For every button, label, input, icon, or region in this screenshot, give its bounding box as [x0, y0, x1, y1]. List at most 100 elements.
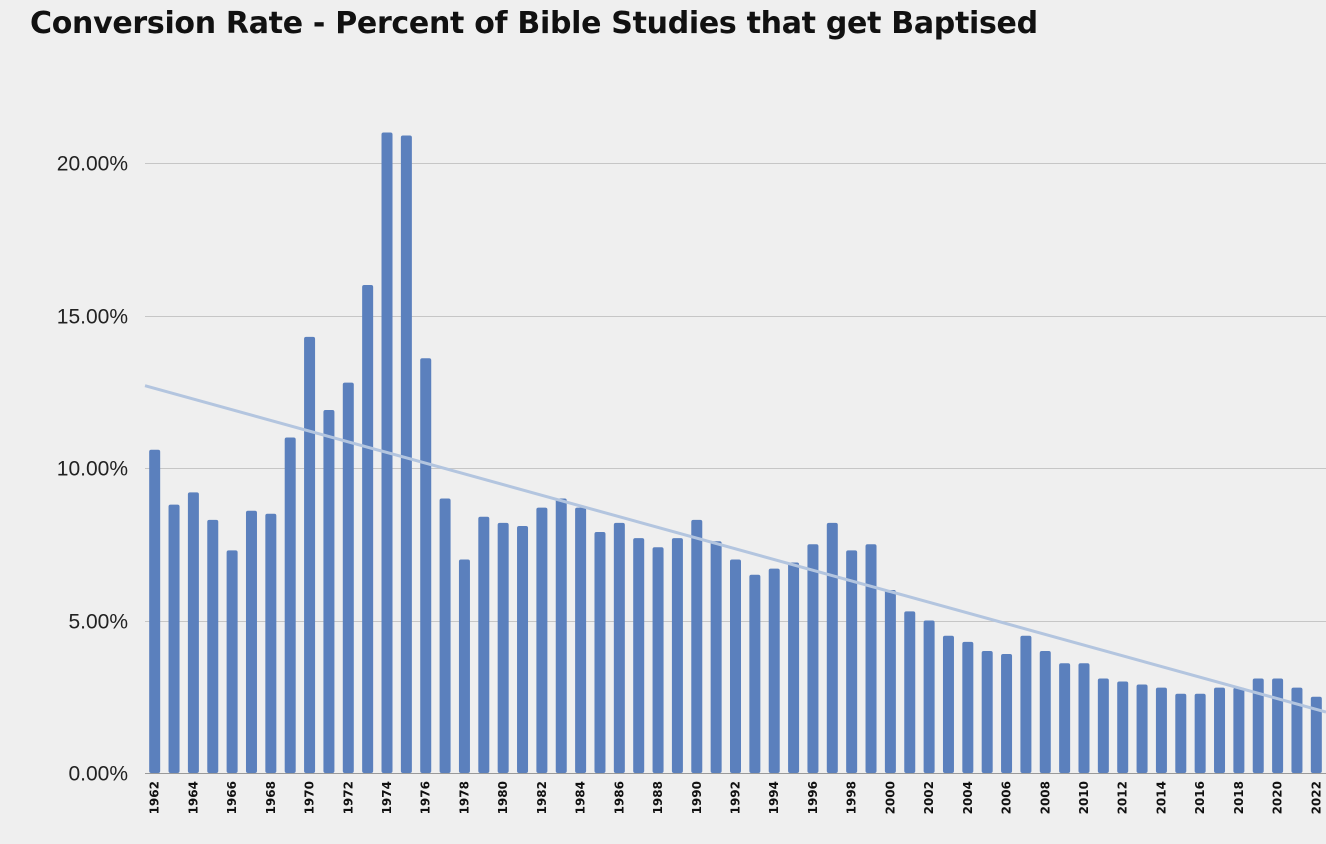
x-tick-label: 2000	[883, 781, 897, 814]
y-tick-label: 15.00%	[57, 306, 128, 329]
bar-1989	[671, 538, 683, 773]
bar-1992	[730, 559, 741, 773]
x-axis-tick-labels: 1962 1964 1966 1968 1970 1972 1974 1976 1978 1980…	[148, 781, 1324, 814]
bar-2014	[1155, 687, 1167, 773]
bar-1984	[575, 507, 587, 773]
x-tick-label: 1968	[264, 781, 278, 814]
bar-1976	[420, 358, 432, 773]
x-tick-label: 2018	[1232, 781, 1246, 814]
bar-2009	[1059, 663, 1071, 773]
x-tick-label: 2008	[1038, 781, 1052, 814]
x-tick-label: 2016	[1193, 781, 1207, 814]
bars	[149, 132, 1322, 774]
bar-1988	[652, 547, 664, 773]
x-tick-label: 1998	[845, 781, 859, 814]
chart-title: Conversion Rate - Percent of Bible Studi…	[30, 6, 1038, 41]
bar-1978	[458, 559, 470, 773]
bar-1993	[749, 574, 761, 773]
x-tick-label: 1990	[690, 781, 704, 814]
bar-2002	[923, 620, 935, 773]
bar-1986	[613, 522, 625, 773]
x-tick-label: 2010	[1077, 781, 1091, 814]
bar-1983	[555, 498, 567, 773]
bar-2022	[1310, 696, 1322, 773]
bar-2006	[1001, 654, 1013, 773]
x-tick-label: 1962	[148, 781, 162, 814]
bar-1994	[768, 568, 780, 773]
x-tick-label: 1986	[612, 781, 626, 814]
x-tick-label: 1996	[806, 781, 820, 814]
x-tick-label: 1988	[651, 781, 665, 814]
bar-1980	[497, 522, 509, 773]
bar-1995	[788, 562, 800, 773]
bar-2017	[1214, 687, 1226, 773]
x-tick-label: 2004	[961, 781, 975, 814]
x-tick-label: 2012	[1116, 781, 1130, 814]
y-tick-label: 10.00%	[57, 458, 128, 481]
bar-1991	[710, 541, 722, 773]
bar-1979	[478, 516, 490, 773]
x-tick-label: 2002	[922, 781, 936, 814]
bar-1968	[265, 513, 277, 773]
bar-1996	[807, 544, 819, 773]
bar-1970	[304, 336, 316, 773]
bar-1963	[168, 504, 180, 773]
bar-2019	[1252, 678, 1264, 773]
bar-1973	[362, 285, 374, 773]
x-tick-label: 1964	[186, 781, 200, 814]
bar-2005	[981, 651, 993, 773]
x-tick-label: 1994	[767, 781, 781, 814]
y-tick-label: 5.00%	[68, 611, 128, 634]
bar-1998	[846, 550, 858, 773]
bar-1982	[536, 507, 548, 773]
x-tick-label: 1978	[457, 781, 471, 814]
trendline-layer	[144, 384, 1326, 714]
bar-1965	[207, 519, 219, 773]
bar-1985	[594, 532, 606, 773]
x-tick-label: 1992	[729, 781, 743, 814]
bar-1997	[826, 522, 838, 773]
x-tick-label: 2022	[1309, 781, 1323, 814]
bar-1999	[865, 544, 877, 773]
bar-2000	[884, 590, 896, 773]
bar-2012	[1117, 681, 1129, 773]
bar-2015	[1175, 693, 1187, 773]
bar-2020	[1272, 678, 1284, 773]
bar-1966	[226, 550, 238, 773]
x-tick-label: 2014	[1154, 781, 1168, 814]
bar-2001	[904, 611, 916, 773]
x-tick-label: 1976	[419, 781, 433, 814]
bar-2004	[962, 641, 974, 773]
bar-2018	[1233, 687, 1245, 773]
bar-1964	[187, 492, 199, 773]
x-tick-label: 1972	[341, 781, 355, 814]
bar-1969	[284, 437, 296, 773]
x-tick-label: 1982	[535, 781, 549, 814]
x-tick-label: 1970	[303, 781, 317, 814]
bar-1990	[691, 519, 703, 773]
bar-2003	[942, 635, 954, 773]
bar-1975	[400, 135, 412, 774]
trendline	[144, 384, 1326, 714]
x-tick-label: 2020	[1271, 781, 1285, 814]
y-axis-tick-labels: 0.00% 5.00% 10.00% 15.00% 20.00%	[57, 153, 128, 786]
y-tick-label: 0.00%	[68, 763, 128, 786]
bar-1962	[149, 449, 161, 773]
bar-1987	[633, 538, 645, 773]
bar-1972	[342, 382, 354, 773]
bar-2008	[1039, 651, 1051, 773]
bar-2013	[1136, 684, 1148, 773]
x-tick-label: 1966	[225, 781, 239, 814]
bar-1971	[323, 410, 335, 773]
y-tick-label: 20.00%	[57, 153, 128, 176]
bar-2007	[1020, 635, 1032, 773]
x-tick-label: 1974	[380, 781, 394, 814]
bar-2016	[1194, 693, 1206, 773]
x-tick-label: 2006	[1000, 781, 1014, 814]
bar-2010	[1078, 663, 1090, 773]
bar-1977	[439, 498, 451, 773]
bar-1981	[517, 525, 529, 773]
bar-2011	[1097, 678, 1109, 773]
